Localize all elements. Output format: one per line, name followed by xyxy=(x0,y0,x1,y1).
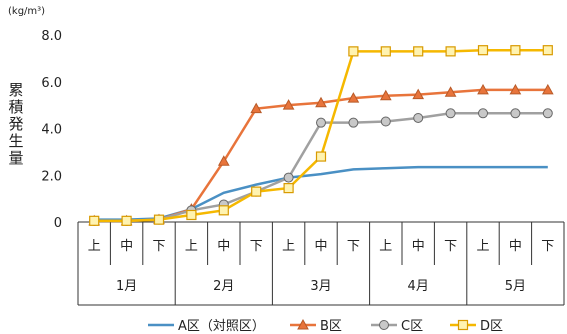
data-point-circle xyxy=(283,172,294,183)
data-point-circle xyxy=(348,117,359,128)
data-point-triangle xyxy=(379,89,392,101)
x-tick-label: 中 xyxy=(412,239,425,254)
y-tick-label: 6.0 xyxy=(41,76,62,91)
x-tick-label: 上 xyxy=(282,239,295,254)
month-label: 5月 xyxy=(505,279,526,294)
data-point-circle xyxy=(445,108,456,119)
month-label: 1月 xyxy=(116,279,137,294)
data-point-triangle xyxy=(444,86,457,97)
x-tick-label: 中 xyxy=(217,239,230,254)
x-axis-categories: 上中下上中下上中下上中下上中下 xyxy=(88,239,555,254)
series-line xyxy=(94,165,548,221)
legend-item: B区 xyxy=(290,318,342,334)
legend-label: B区 xyxy=(320,319,342,334)
data-point-triangle xyxy=(297,318,309,330)
x-tick-label: 下 xyxy=(347,239,360,254)
unit-label: (kg/m³) xyxy=(8,6,45,17)
data-point-square xyxy=(510,45,521,56)
data-point-triangle xyxy=(509,83,522,95)
data-point-circle xyxy=(478,108,488,119)
legend: A区（対照区） B区 C区 D区 xyxy=(148,318,503,334)
data-point-square xyxy=(542,45,553,56)
x-tick-label: 上 xyxy=(88,239,101,254)
data-point-triangle xyxy=(541,83,554,95)
data-point-circle xyxy=(379,320,389,330)
data-point-square xyxy=(283,183,294,194)
month-label: 2月 xyxy=(213,279,234,294)
data-point-triangle xyxy=(347,92,360,103)
data-point-triangle xyxy=(217,155,230,166)
data-point-square xyxy=(153,214,165,225)
x-tick-label: 上 xyxy=(185,239,198,254)
y-axis-title-char: 発 xyxy=(8,115,23,133)
x-tick-label: 中 xyxy=(314,239,327,254)
x-tick-label: 上 xyxy=(476,239,489,254)
x-axis-months: 1月 2月 3月 4月 5月 xyxy=(116,279,526,294)
y-tick-label: 8.0 xyxy=(41,29,62,44)
data-point-square xyxy=(445,46,456,57)
y-axis-title-char: 量 xyxy=(8,149,23,167)
legend-label: C区 xyxy=(401,319,423,334)
x-tick-label: 下 xyxy=(444,239,457,254)
month-label: 4月 xyxy=(408,279,429,294)
data-point-circle xyxy=(413,112,424,123)
y-axis-title-char: 積 xyxy=(8,98,23,116)
y-tick-label: 0 xyxy=(54,216,62,231)
legend-item: D区 xyxy=(450,319,503,334)
data-point-square xyxy=(315,151,327,162)
series-group xyxy=(94,165,548,221)
data-point-square xyxy=(413,46,424,57)
x-tick-label: 上 xyxy=(379,239,392,254)
data-point-circle xyxy=(316,117,326,128)
data-point-square xyxy=(121,215,132,226)
x-tick-label: 下 xyxy=(541,239,554,254)
series-lines xyxy=(88,45,554,226)
x-tick-label: 中 xyxy=(120,239,133,254)
x-tick-label: 下 xyxy=(250,239,263,254)
data-point-square xyxy=(89,215,100,226)
data-point-triangle xyxy=(412,88,425,100)
series-group xyxy=(89,45,553,226)
plot-frame xyxy=(77,221,565,306)
data-point-triangle xyxy=(282,99,295,110)
y-axis-title-char: 累 xyxy=(8,81,23,99)
data-point-triangle xyxy=(315,96,327,108)
x-tick-label: 下 xyxy=(152,239,165,254)
data-point-circle xyxy=(510,108,521,119)
data-point-square xyxy=(380,46,391,57)
data-point-circle xyxy=(380,116,391,127)
data-point-square xyxy=(186,209,197,221)
data-point-square xyxy=(218,205,229,216)
legend-label: A区（対照区） xyxy=(178,319,265,334)
y-tick-label: 2.0 xyxy=(41,169,62,184)
y-axis-title-char: 生 xyxy=(8,132,23,150)
month-label: 3月 xyxy=(310,279,331,294)
data-point-square xyxy=(457,319,469,331)
data-point-circle xyxy=(542,108,553,119)
x-tick-label: 中 xyxy=(509,239,522,254)
y-tick-label: 4.0 xyxy=(41,123,62,138)
data-point-square xyxy=(477,45,489,56)
legend-item: C区 xyxy=(371,319,423,334)
legend-item: A区（対照区） xyxy=(148,319,265,334)
data-point-triangle xyxy=(250,102,263,114)
series-line xyxy=(94,48,548,223)
data-point-square xyxy=(251,186,262,197)
y-axis-ticks: 0 2.0 4.0 6.0 8.0 xyxy=(41,29,62,231)
data-point-square xyxy=(348,46,359,57)
data-point-triangle xyxy=(477,83,489,95)
legend-label: D区 xyxy=(480,319,503,334)
